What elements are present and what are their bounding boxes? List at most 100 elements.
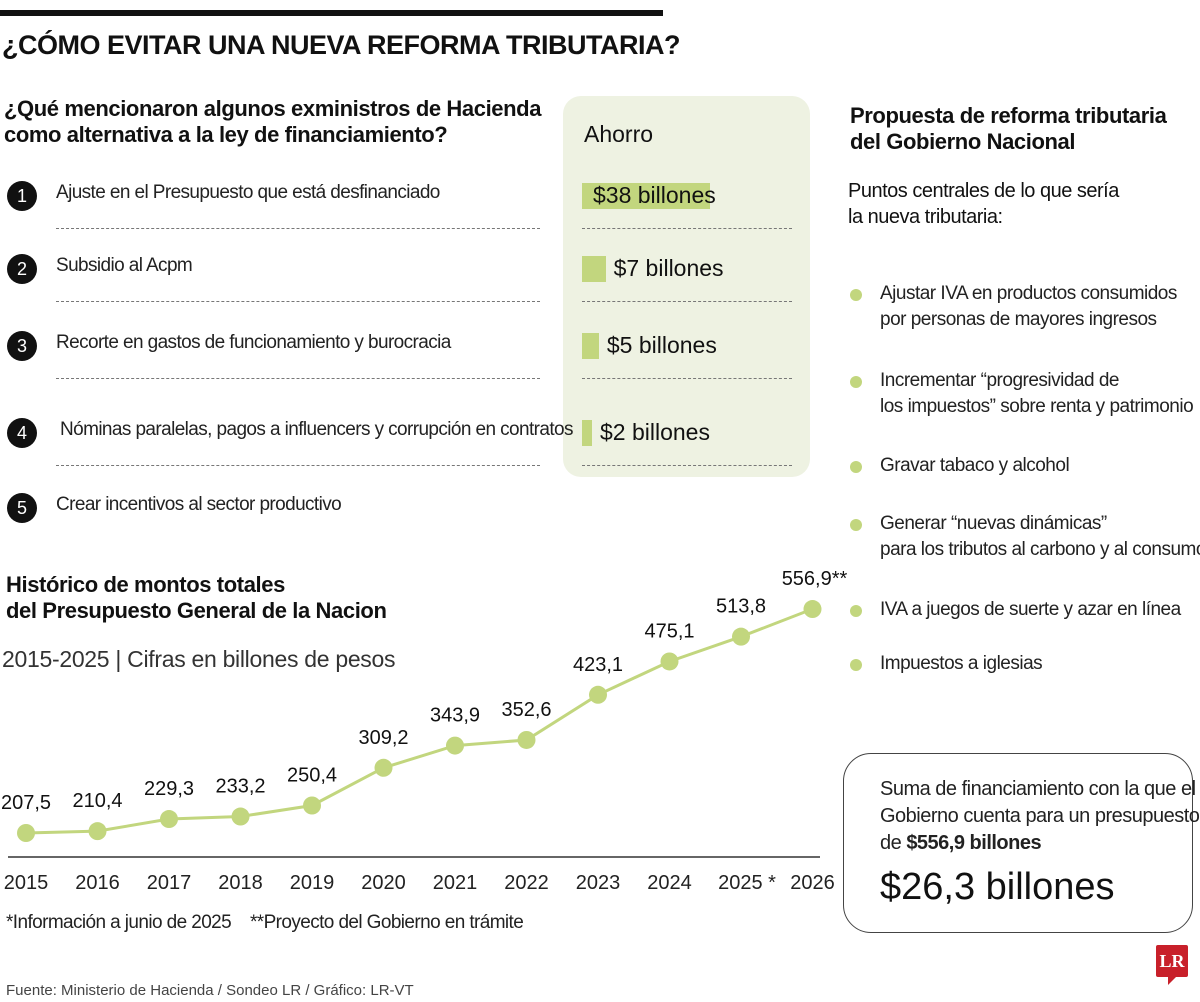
savings-heading: Ahorro — [584, 121, 654, 147]
proposal-point: Generar “nuevas dinámicas” para los tribu… — [880, 511, 1200, 563]
row-divider — [582, 378, 792, 379]
proposal-point-line: por personas de mayores ingresos — [880, 309, 1157, 330]
proposal-point-line: IVA a juegos de suerte y azar en línea — [880, 599, 1181, 620]
item-number: 5 — [7, 493, 37, 523]
series-line — [25, 607, 814, 835]
financing-box: Suma de financiamiento con la que el Gob… — [843, 753, 1200, 933]
row-divider — [582, 465, 792, 466]
alternative-label: Nóminas paralelas, pagos a influencers y… — [60, 419, 574, 440]
data-point — [303, 796, 321, 815]
financing-text: Suma de financiamiento con la que el — [880, 778, 1196, 800]
data-label: 475,1 — [644, 620, 694, 642]
proposal-heading-line: del Gobierno Nacional — [850, 129, 1076, 154]
data-point — [803, 600, 822, 619]
page-title: ¿CÓMO EVITAR UNA NUEVA REFORMA TRIBUTARI… — [2, 30, 680, 60]
chart-title-line: del Presupuesto General de la Nacion — [6, 598, 387, 623]
data-point — [446, 736, 464, 755]
x-tick-label: 2016 — [75, 872, 120, 894]
data-label: 210,4 — [72, 790, 122, 812]
savings-amount: $2 billones — [600, 419, 710, 445]
x-tick-label: 2019 — [290, 872, 335, 894]
data-point — [732, 627, 750, 646]
row-divider — [56, 465, 540, 466]
alternatives-heading: ¿Qué mencionaron algunos exministros de … — [4, 96, 541, 148]
proposal-point-line: Impuestos a iglesias — [880, 653, 1043, 674]
proposal-point: IVA a juegos de suerte y azar en línea — [880, 597, 1181, 623]
x-tick-label: 2022 — [504, 872, 549, 894]
alternative-label: Crear incentivos al sector productivo — [56, 494, 342, 515]
data-point — [88, 822, 107, 841]
item-number: 2 — [7, 254, 37, 284]
x-tick-label: 2026 — [790, 872, 835, 894]
x-tick-label: 2023 — [576, 872, 621, 894]
data-label: 423,1 — [573, 654, 623, 676]
proposal-point-line: Generar “nuevas dinámicas” — [880, 513, 1107, 534]
data-label: 556,9** — [782, 568, 848, 590]
proposal-point: Ajustar IVA en productos consumidos por p… — [880, 281, 1177, 333]
data-point — [660, 652, 679, 671]
top-rule — [0, 10, 663, 16]
chart-note: *Información a junio de 2025 — [6, 912, 232, 933]
item-number: 1 — [7, 181, 37, 211]
savings-amount: $7 billones — [613, 255, 724, 281]
data-label: 207,5 — [1, 792, 51, 814]
savings-panel — [563, 96, 810, 477]
alternative-label: Ajuste en el Presupuesto que está desfin… — [56, 182, 440, 203]
row-divider — [56, 378, 540, 379]
data-label: 513,8 — [716, 596, 766, 618]
lr-logo: LR — [1156, 945, 1188, 985]
row-divider — [582, 301, 792, 302]
data-label: 352,6 — [501, 699, 551, 721]
alternative-label: Recorte en gastos de funcionamiento y bu… — [56, 332, 451, 353]
savings-bar — [582, 256, 606, 282]
chart-title: Histórico de montos totales del Presupue… — [6, 572, 387, 624]
data-label: 229,3 — [144, 778, 194, 800]
financing-text: de — [880, 832, 907, 854]
row-divider — [56, 228, 540, 229]
x-tick-label: 2018 — [218, 872, 263, 894]
savings-amount: $38 billones — [593, 182, 716, 208]
x-tick-label: 2015 — [4, 872, 49, 894]
bullet-icon — [850, 289, 862, 301]
financing-amount: $26,3 billones — [880, 866, 1115, 908]
proposal-subheading-line: la nueva tributaria: — [848, 206, 1003, 228]
data-label: 309,2 — [358, 727, 408, 749]
savings-bar — [582, 333, 599, 359]
data-point — [517, 730, 536, 749]
data-point — [17, 824, 35, 842]
savings-bar — [582, 420, 592, 446]
proposal-point: Gravar tabaco y alcohol — [880, 453, 1070, 479]
x-tick-label: 2017 — [147, 872, 192, 894]
data-point — [374, 758, 393, 777]
data-label: 233,2 — [215, 776, 265, 798]
row-divider — [582, 228, 792, 229]
item-number: 3 — [7, 331, 37, 361]
proposal-point-line: para los tributos al carbono y al consum… — [880, 539, 1200, 560]
proposal-heading-line: Propuesta de reforma tributaria — [850, 103, 1167, 128]
proposal-subheading-line: Puntos centrales de lo que sería — [848, 180, 1119, 202]
savings-bar — [582, 183, 711, 209]
x-tick-label: 2025 * — [718, 872, 776, 894]
proposal-point-line: Incrementar “progresividad de — [880, 370, 1119, 391]
proposal-subheading: Puntos centrales de lo que sería la nuev… — [848, 178, 1119, 230]
chart-subtitle: 2015-2025 | Cifras en billones de pesos — [2, 646, 396, 672]
bullet-icon — [850, 605, 862, 617]
data-label: 343,9 — [430, 705, 480, 727]
savings-amount: $5 billones — [606, 332, 717, 358]
source-note: Fuente: Ministerio de Hacienda / Sondeo … — [6, 982, 414, 999]
bullet-icon — [850, 659, 862, 671]
row-divider — [56, 301, 540, 302]
x-tick-label: 2020 — [361, 872, 406, 894]
alternatives-heading-line: como alternativa a la ley de financiamie… — [4, 122, 448, 147]
proposal-point-line: los impuestos” sobre renta y patrimonio — [880, 396, 1194, 417]
proposal-point: Impuestos a iglesias — [880, 651, 1043, 677]
data-label: 250,4 — [287, 765, 337, 787]
financing-budget-amount: $556,9 billones — [906, 832, 1042, 854]
bullet-icon — [850, 461, 862, 473]
financing-text: Gobierno cuenta para un presupuesto — [880, 805, 1200, 827]
proposal-point-line: Gravar tabaco y alcohol — [880, 455, 1070, 476]
chart-title-line: Histórico de montos totales — [6, 572, 285, 597]
alternatives-heading-line: ¿Qué mencionaron algunos exministros de … — [4, 96, 542, 121]
bullet-icon — [850, 519, 862, 531]
